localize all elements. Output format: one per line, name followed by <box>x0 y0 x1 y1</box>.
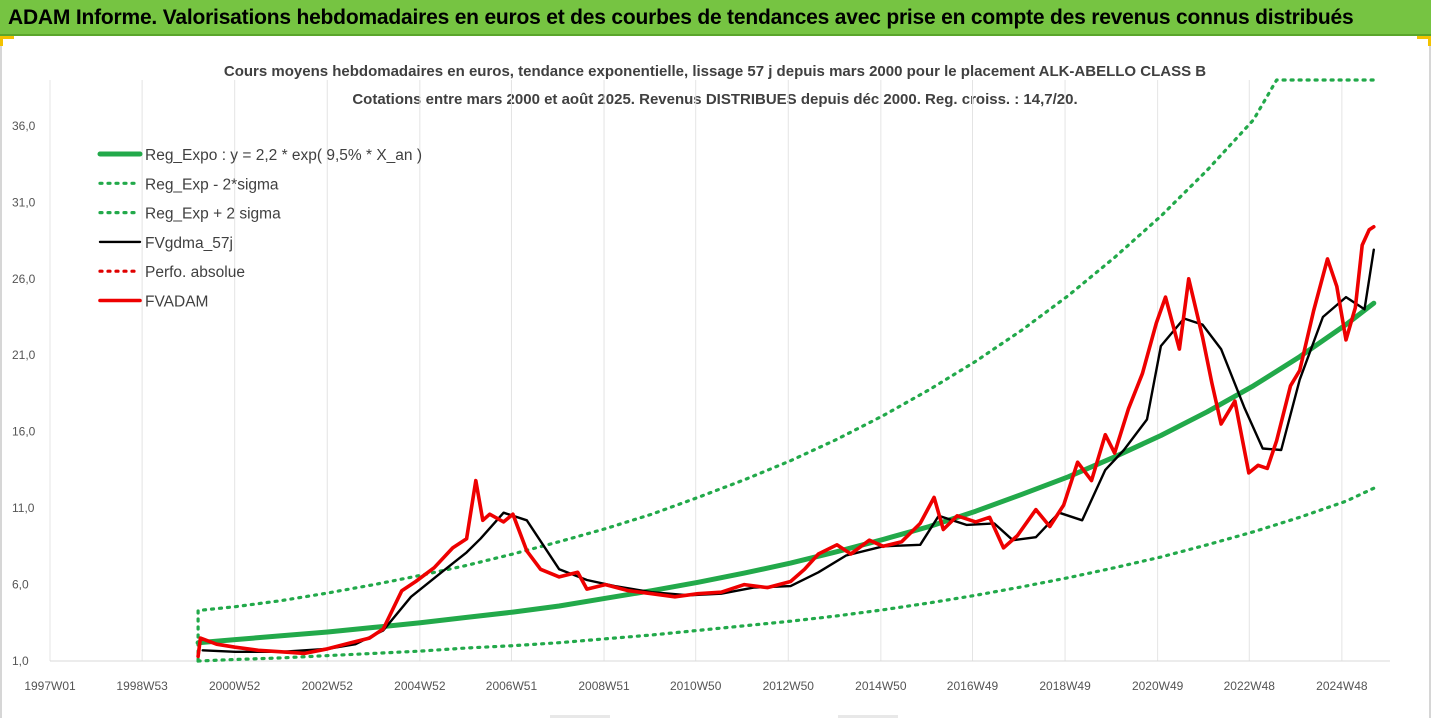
series-line-5 <box>196 225 1376 659</box>
x-tick-label: 1997W01 <box>24 679 76 693</box>
x-tick-label: 1998W53 <box>116 679 168 693</box>
y-tick-label: 36,0 <box>12 119 36 133</box>
x-tick-label: 2012W50 <box>763 679 815 693</box>
corner-mark-top-right <box>1417 36 1431 39</box>
corner-mark-top-right-v <box>1428 36 1431 46</box>
legend-label: Reg_Expo : y = 2,2 * exp( 9,5% * X_an ) <box>145 147 422 164</box>
x-tick-label: 2008W51 <box>578 679 630 693</box>
frame-right-border <box>1429 36 1431 718</box>
series-line-2 <box>196 78 1376 663</box>
x-tick-label: 2024W48 <box>1316 679 1368 693</box>
banner-title: ADAM Informe. Valorisations hebdomadaire… <box>8 6 1354 29</box>
x-tick-label: 2014W50 <box>855 679 907 693</box>
bottom-handle-left <box>550 715 610 718</box>
x-tick-label: 2018W49 <box>1039 679 1091 693</box>
y-tick-label: 21,0 <box>12 348 36 362</box>
x-tick-label: 2006W51 <box>486 679 538 693</box>
report-banner: ADAM Informe. Valorisations hebdomadaire… <box>0 0 1431 36</box>
chart-svg: Cours moyens hebdomadaires en euros, ten… <box>12 63 1390 693</box>
series-line-1 <box>196 486 1376 663</box>
x-tick-label: 2020W49 <box>1132 679 1184 693</box>
x-tick-label: 2004W52 <box>394 679 446 693</box>
series-line-0 <box>195 300 1377 646</box>
x-tick-label: 2016W49 <box>947 679 999 693</box>
y-tick-label: 1,0 <box>12 654 29 668</box>
x-tick-label: 2010W50 <box>670 679 722 693</box>
series-layer <box>195 78 1377 663</box>
frame-left-border <box>0 36 2 718</box>
series-line-3 <box>201 248 1376 653</box>
grid-layer <box>49 80 1343 661</box>
y-tick-label: 6,0 <box>12 578 29 592</box>
y-tick-label: 31,0 <box>12 195 36 209</box>
y-tick-label: 26,0 <box>12 272 36 286</box>
x-tick-label: 2022W48 <box>1224 679 1276 693</box>
legend: Reg_Expo : y = 2,2 * exp( 9,5% * X_an ) R… <box>97 147 422 311</box>
legend-label: FVADAM <box>145 294 208 311</box>
y-tick-label: 11,0 <box>12 501 35 515</box>
legend-label: Perfo. absolue <box>145 264 245 281</box>
corner-mark-top-left-v <box>0 36 3 46</box>
chart-subtitle: Cotations entre mars 2000 et août 2025. … <box>352 91 1077 108</box>
chart-title: Cours moyens hebdomadaires en euros, ten… <box>224 63 1206 80</box>
bottom-handle-right <box>838 715 898 718</box>
legend-label: Reg_Exp + 2 sigma <box>145 206 281 223</box>
y-tick-label: 16,0 <box>12 425 36 439</box>
axis-layer: 1997W01 1998W53 2000W52 2002W52 2004W52 2006W… <box>12 119 1390 693</box>
x-tick-label: 2002W52 <box>302 679 354 693</box>
legend-label: FVgdma_57j <box>145 235 233 252</box>
corner-mark-top-left <box>0 36 14 39</box>
x-tick-label: 2000W52 <box>209 679 261 693</box>
legend-label: Reg_Exp - 2*sigma <box>145 176 279 193</box>
